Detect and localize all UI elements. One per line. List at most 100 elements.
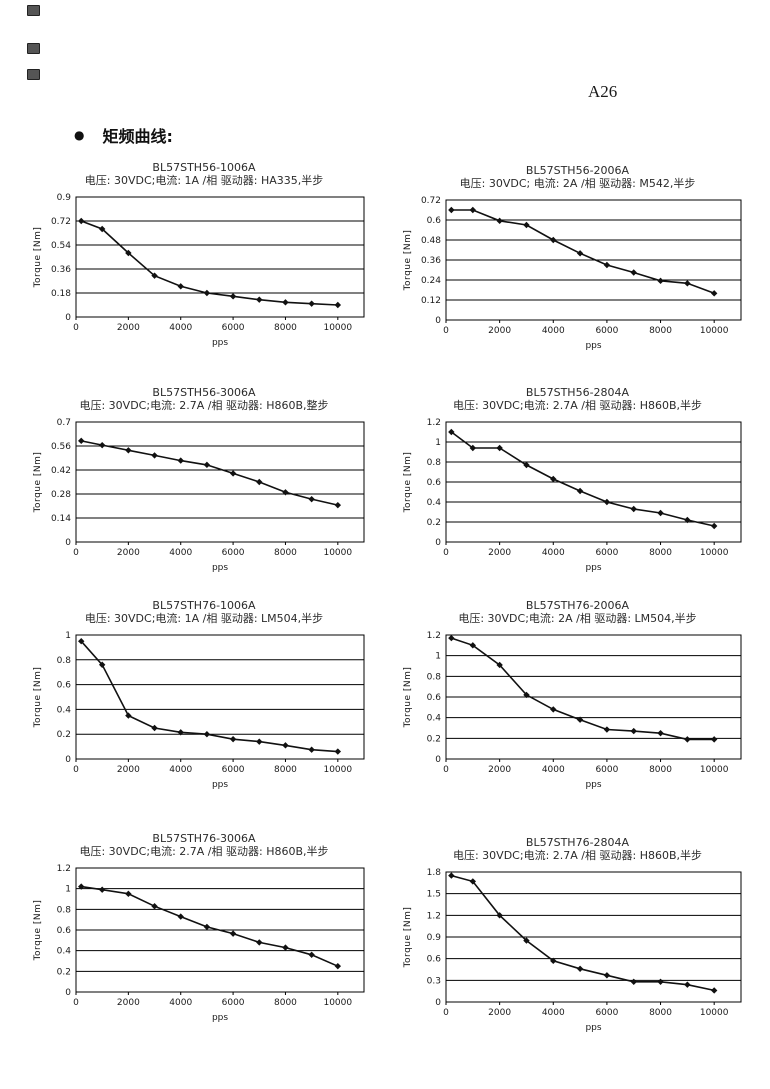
svg-text:0: 0 bbox=[435, 316, 441, 326]
svg-text:6000: 6000 bbox=[595, 765, 618, 775]
svg-text:0.4: 0.4 bbox=[57, 947, 72, 957]
svg-text:Torque [Nm]: Torque [Nm] bbox=[403, 907, 413, 969]
svg-text:0: 0 bbox=[435, 755, 441, 765]
chart-subtitle: 电压: 30VDC; 电流: 2A /相 驱动器: M542,半步 bbox=[459, 177, 696, 190]
svg-text:1.5: 1.5 bbox=[427, 890, 441, 900]
svg-text:2000: 2000 bbox=[488, 548, 511, 558]
chart-plot: 0 0.12 0.24 0.36 0.48 0.6 0.72 0 2000 4000 6000 800… bbox=[403, 196, 742, 351]
svg-text:pps: pps bbox=[212, 1013, 228, 1023]
svg-text:0.4: 0.4 bbox=[427, 498, 442, 508]
svg-text:6000: 6000 bbox=[222, 323, 245, 333]
scan-artifact-icon bbox=[27, 43, 40, 54]
svg-text:10000: 10000 bbox=[700, 548, 729, 558]
svg-text:0.8: 0.8 bbox=[427, 458, 442, 468]
svg-text:Torque [Nm]: Torque [Nm] bbox=[403, 667, 413, 729]
svg-text:6000: 6000 bbox=[595, 548, 618, 558]
svg-text:8000: 8000 bbox=[274, 765, 297, 775]
chart-subtitle: 电压: 30VDC;电流: 1A /相 驱动器: HA335,半步 bbox=[84, 174, 324, 187]
svg-text:8000: 8000 bbox=[274, 548, 297, 558]
svg-text:6000: 6000 bbox=[222, 548, 245, 558]
svg-text:0.48: 0.48 bbox=[421, 236, 441, 246]
svg-text:4000: 4000 bbox=[542, 548, 565, 558]
chart-plot: 0 0.2 0.4 0.6 0.8 1 1.2 0 2000 4000 6000 8000 10000 p… bbox=[33, 864, 365, 1023]
svg-text:Torque [Nm]: Torque [Nm] bbox=[33, 227, 43, 289]
svg-text:10000: 10000 bbox=[323, 765, 352, 775]
svg-text:6000: 6000 bbox=[222, 765, 245, 775]
svg-text:0: 0 bbox=[65, 313, 71, 323]
svg-text:0.72: 0.72 bbox=[421, 196, 441, 206]
svg-text:0.6: 0.6 bbox=[427, 955, 442, 965]
svg-text:0.4: 0.4 bbox=[427, 714, 442, 724]
chart-title: BL57STH56-2804A bbox=[525, 386, 630, 399]
svg-text:2000: 2000 bbox=[117, 998, 140, 1008]
svg-text:10000: 10000 bbox=[700, 1008, 729, 1018]
svg-text:0: 0 bbox=[443, 1008, 449, 1018]
svg-text:8000: 8000 bbox=[649, 765, 672, 775]
svg-text:pps: pps bbox=[585, 563, 601, 573]
svg-text:0.6: 0.6 bbox=[427, 693, 442, 703]
svg-text:0.6: 0.6 bbox=[57, 926, 72, 936]
svg-text:0: 0 bbox=[65, 755, 71, 765]
chart-subtitle: 电压: 30VDC;电流: 2.7A /相 驱动器: H860B,半步 bbox=[452, 399, 702, 412]
svg-text:pps: pps bbox=[585, 1023, 601, 1033]
svg-text:2000: 2000 bbox=[488, 765, 511, 775]
svg-text:0.6: 0.6 bbox=[427, 216, 442, 226]
svg-text:8000: 8000 bbox=[274, 998, 297, 1008]
chart-plot: 0 0.3 0.6 0.9 1.2 1.5 1.8 0 2000 4000 6000 8000 1000… bbox=[403, 868, 742, 1033]
page-number: A26 bbox=[588, 82, 618, 101]
torque-chart-3: BL57STH56-3006A 电压: 30VDC;电流: 2.7A /相 驱动… bbox=[30, 386, 378, 578]
chart-title: BL57STH56-3006A bbox=[152, 386, 256, 399]
svg-text:1.2: 1.2 bbox=[427, 911, 441, 921]
scan-artifact-icon bbox=[27, 69, 40, 80]
svg-text:4000: 4000 bbox=[542, 326, 565, 336]
svg-text:0: 0 bbox=[73, 548, 79, 558]
svg-text:10000: 10000 bbox=[700, 765, 729, 775]
svg-text:1: 1 bbox=[435, 438, 441, 448]
svg-text:8000: 8000 bbox=[649, 326, 672, 336]
svg-text:10000: 10000 bbox=[323, 548, 352, 558]
svg-text:0.14: 0.14 bbox=[51, 514, 71, 524]
svg-text:10000: 10000 bbox=[700, 326, 729, 336]
svg-text:0.2: 0.2 bbox=[57, 730, 71, 740]
chart-plot: 0 0.2 0.4 0.6 0.8 1 1.2 0 2000 4000 6000 8000 10000 p… bbox=[403, 631, 742, 790]
svg-text:0: 0 bbox=[73, 765, 79, 775]
scan-artifact-icon bbox=[27, 5, 40, 16]
svg-text:Torque [Nm]: Torque [Nm] bbox=[33, 900, 43, 962]
svg-text:2000: 2000 bbox=[117, 323, 140, 333]
svg-text:6000: 6000 bbox=[595, 1008, 618, 1018]
torque-chart-6: BL57STH76-2006A 电压: 30VDC;电流: 2A /相 驱动器:… bbox=[400, 599, 755, 795]
chart-subtitle: 电压: 30VDC;电流: 2.7A /相 驱动器: H860B,半步 bbox=[452, 849, 702, 862]
svg-text:Torque [Nm]: Torque [Nm] bbox=[403, 452, 413, 514]
svg-text:0.2: 0.2 bbox=[427, 734, 441, 744]
svg-text:0: 0 bbox=[435, 538, 441, 548]
svg-text:1: 1 bbox=[435, 652, 441, 662]
svg-text:6000: 6000 bbox=[222, 998, 245, 1008]
svg-text:0.56: 0.56 bbox=[51, 442, 71, 452]
svg-text:0.8: 0.8 bbox=[427, 672, 442, 682]
svg-text:0.8: 0.8 bbox=[57, 905, 72, 915]
chart-title: BL57STH56-2006A bbox=[525, 164, 630, 177]
svg-text:0.24: 0.24 bbox=[421, 276, 441, 286]
svg-text:2000: 2000 bbox=[117, 765, 140, 775]
svg-text:8000: 8000 bbox=[274, 323, 297, 333]
svg-text:pps: pps bbox=[212, 563, 228, 573]
svg-text:0.3: 0.3 bbox=[427, 976, 441, 986]
svg-text:0.8: 0.8 bbox=[57, 656, 72, 666]
svg-text:0: 0 bbox=[65, 988, 71, 998]
section-heading: ● 矩频曲线: bbox=[74, 123, 173, 147]
svg-text:2000: 2000 bbox=[488, 326, 511, 336]
svg-text:0: 0 bbox=[443, 326, 449, 336]
chart-subtitle: 电压: 30VDC;电流: 2.7A /相 驱动器: H860B,整步 bbox=[79, 399, 329, 412]
chart-subtitle: 电压: 30VDC;电流: 1A /相 驱动器: LM504,半步 bbox=[84, 612, 324, 625]
svg-text:0.4: 0.4 bbox=[57, 705, 72, 715]
chart-title: BL57STH76-2006A bbox=[525, 599, 630, 612]
svg-text:4000: 4000 bbox=[169, 323, 192, 333]
svg-text:0.36: 0.36 bbox=[51, 265, 71, 275]
svg-text:4000: 4000 bbox=[542, 1008, 565, 1018]
chart-title: BL57STH76-2804A bbox=[525, 836, 630, 849]
torque-chart-2: BL57STH56-2006A 电压: 30VDC; 电流: 2A /相 驱动器… bbox=[400, 164, 755, 356]
svg-text:0.2: 0.2 bbox=[57, 967, 71, 977]
chart-subtitle: 电压: 30VDC;电流: 2.7A /相 驱动器: H860B,半步 bbox=[79, 845, 329, 858]
svg-text:2000: 2000 bbox=[488, 1008, 511, 1018]
